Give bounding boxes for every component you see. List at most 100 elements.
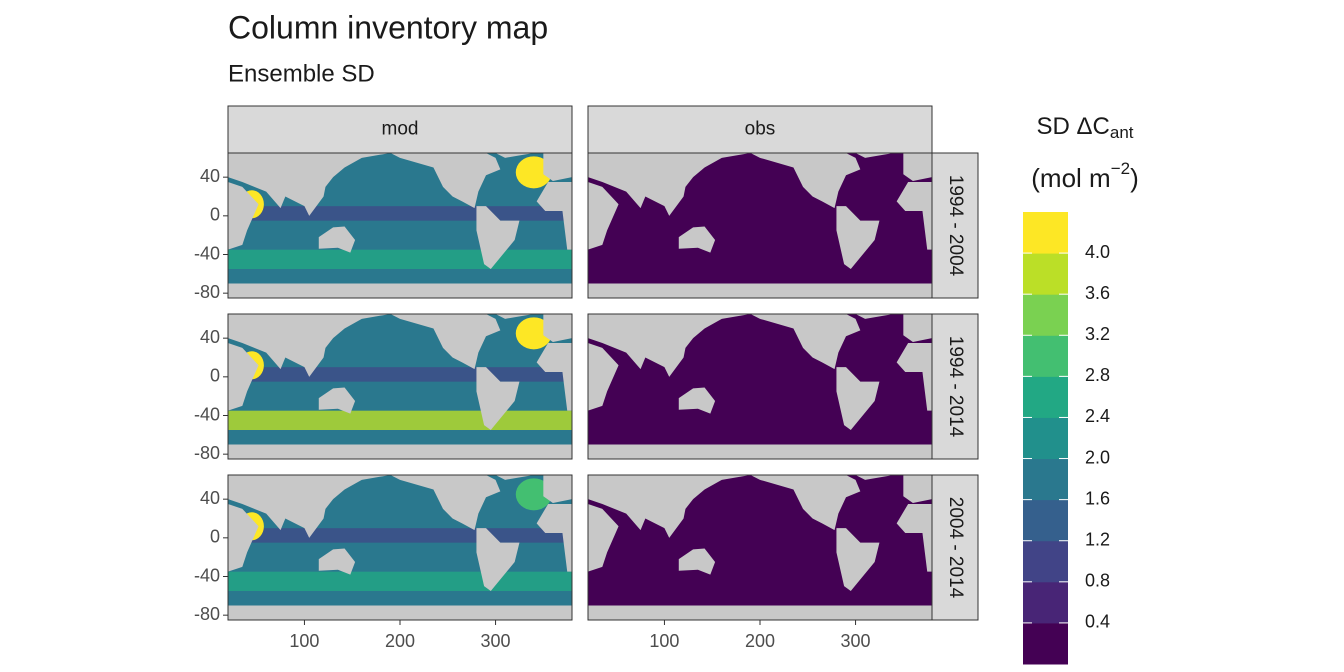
y-tick-label: -40 [194, 565, 220, 585]
land [836, 528, 880, 591]
land [228, 182, 259, 250]
land [228, 475, 391, 538]
land [543, 314, 572, 343]
ocean-blob [515, 156, 552, 189]
legend-tick-label: 4.0 [1085, 242, 1110, 262]
land [836, 367, 880, 430]
land [836, 206, 880, 269]
land [903, 314, 932, 343]
y-tick-label: 40 [200, 327, 220, 347]
col-strip-label: obs [745, 119, 776, 140]
legend-tick-label: 2.4 [1085, 406, 1110, 426]
legend-tick-label: 1.6 [1085, 488, 1110, 508]
land [536, 343, 572, 411]
land [903, 153, 932, 182]
land [228, 314, 391, 377]
land [588, 182, 619, 250]
legend-tick-label: 3.6 [1085, 283, 1110, 303]
legend-swatch [1023, 581, 1068, 624]
legend-swatch [1023, 499, 1068, 542]
land [750, 153, 861, 209]
legend-swatch [1023, 294, 1068, 336]
land [896, 343, 932, 411]
y-tick-label: -40 [194, 404, 220, 424]
land [495, 153, 534, 158]
land [903, 475, 932, 504]
land [543, 153, 572, 182]
ocean-blob [515, 478, 552, 511]
land [855, 153, 894, 158]
land [588, 283, 932, 298]
y-tick-label: -80 [194, 443, 220, 463]
y-tick-label: -40 [194, 243, 220, 263]
land [318, 387, 356, 414]
legend-unit-main: (mol m [1031, 163, 1110, 193]
ocean-band [228, 528, 572, 543]
col-strip [227, 105, 573, 154]
land [228, 283, 572, 298]
legend-tick-label: 0.4 [1085, 612, 1110, 632]
land [588, 314, 751, 377]
row-strip-label: 2004 - 2014 [945, 497, 966, 599]
land [495, 475, 534, 480]
x-tick-label: 300 [841, 631, 871, 651]
legend-title-sub: ant [1110, 123, 1134, 142]
land [588, 343, 619, 411]
legend-tick-label: 1.2 [1085, 529, 1110, 549]
land [588, 475, 751, 538]
legend-swatch [1023, 212, 1068, 254]
y-tick-label: -80 [194, 282, 220, 302]
y-tick-label: 0 [210, 366, 220, 386]
panel [587, 152, 933, 299]
land [495, 314, 534, 319]
y-tick-label: 40 [200, 488, 220, 508]
legend-unit-sup: −2 [1111, 159, 1130, 178]
legend-unit-end: ) [1130, 163, 1139, 193]
land [476, 206, 520, 269]
land [318, 548, 356, 575]
legend-tick-label: 0.8 [1085, 571, 1110, 591]
legend-swatch [1023, 417, 1068, 460]
land [390, 475, 501, 531]
land [228, 153, 391, 216]
y-tick-label: -80 [194, 604, 220, 624]
land [228, 605, 572, 620]
land [390, 314, 501, 370]
chart-subtitle: Ensemble SD [228, 60, 375, 87]
row-strip [931, 152, 979, 299]
ocean-band [228, 367, 572, 382]
row-strip-label: 1994 - 2014 [945, 336, 966, 438]
x-tick-label: 200 [385, 631, 415, 651]
legend-swatch [1023, 540, 1068, 583]
land [855, 314, 894, 319]
ocean-blob [515, 317, 552, 350]
y-tick-label: 0 [210, 205, 220, 225]
panel [587, 313, 933, 460]
land [750, 314, 861, 370]
legend-swatch [1023, 376, 1068, 418]
ocean-band [228, 206, 572, 221]
ocean-band [228, 410, 572, 430]
panel [227, 474, 573, 621]
panel-border [227, 313, 573, 460]
legend-tick-label: 2.8 [1085, 365, 1110, 385]
land [390, 153, 501, 209]
land [678, 548, 716, 575]
legend-title-main: SD ΔC [1036, 113, 1109, 140]
chart-title: Column inventory map [228, 9, 548, 45]
land [228, 504, 259, 572]
land [588, 444, 932, 459]
row-strip [931, 313, 979, 460]
land [536, 182, 572, 250]
col-strip [587, 105, 933, 154]
x-tick-label: 100 [289, 631, 319, 651]
land [476, 528, 520, 591]
land [476, 367, 520, 430]
land [536, 504, 572, 572]
x-tick-label: 200 [745, 631, 775, 651]
legend-swatch [1023, 458, 1068, 501]
land [228, 444, 572, 459]
row-strip-label: 1994 - 2004 [945, 175, 966, 277]
land [318, 226, 356, 253]
